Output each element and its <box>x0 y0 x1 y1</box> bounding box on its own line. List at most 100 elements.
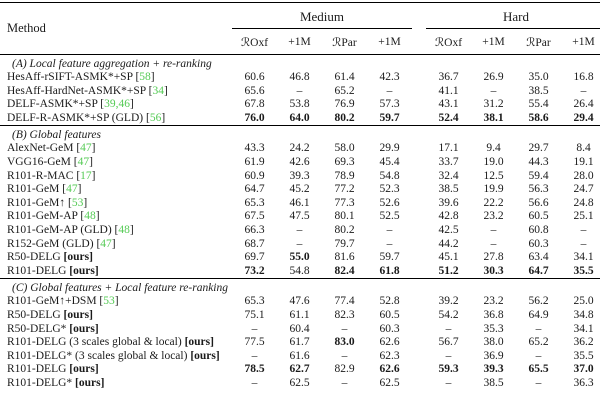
cell-value: 25.0 <box>573 295 594 308</box>
cell-value: 67.5 <box>244 210 265 223</box>
method-name: HesAff-HardNet-ASMK*+SP <box>7 84 149 97</box>
column-spacer <box>412 336 426 350</box>
citation-link[interactable]: 48 <box>118 223 130 236</box>
cell-value: – <box>296 84 303 97</box>
group-header-hard: Hard <box>426 2 600 29</box>
column-spacer <box>412 309 426 323</box>
cell-value: 62.7 <box>289 363 310 376</box>
cell-value: 63.4 <box>528 251 549 264</box>
cell-value: 65.3 <box>244 295 265 308</box>
cell-value: 39.6 <box>438 196 459 209</box>
method-name: R50-DELG <box>7 308 64 321</box>
cell-value: 19.9 <box>483 183 504 196</box>
cell-value: 76.9 <box>334 98 355 111</box>
section-header-row: (B) Global features <box>0 125 600 143</box>
table-row: HesAff-HardNet-ASMK*+SP [34] 65.6 – 65.2 – 41… <box>0 85 600 99</box>
ours-tag: [ours] <box>63 251 93 264</box>
cell-value: 8.4 <box>576 142 591 155</box>
sub-header-gap <box>412 28 426 55</box>
col-header-1m-medium-a: +1M <box>277 28 322 55</box>
citation-link[interactable]: 53 <box>71 196 84 209</box>
column-spacer <box>412 238 426 252</box>
method-name: R101-GeM-AP <box>7 210 81 223</box>
method-name: R101-DELG <box>7 363 70 376</box>
cell-value: 62.5 <box>379 376 400 389</box>
cell-value: 81.6 <box>334 251 355 264</box>
cell-value: 45.4 <box>379 155 400 168</box>
cell-value: 60.4 <box>289 322 310 335</box>
method-name: HesAff-rSIFT-ASMK*+SP <box>7 71 136 83</box>
column-spacer <box>412 210 426 224</box>
cell-value: – <box>535 349 542 362</box>
section-header: (A) Local feature aggregation + re-ranki… <box>0 54 600 71</box>
cell-value: 35.5 <box>573 264 594 277</box>
citation-link[interactable]: 47 <box>66 183 78 196</box>
cell-value: 61.1 <box>289 308 310 321</box>
cell-value: 38.1 <box>483 111 504 124</box>
cell-value: 56.2 <box>528 295 549 308</box>
cell-value: 26.4 <box>573 98 594 111</box>
cell-value: – <box>490 84 497 97</box>
cell-value: 62.6 <box>379 336 400 349</box>
cell-value: 44.2 <box>438 237 459 250</box>
table-row: R101-DELG [ours] 78.5 62.7 82.9 62.6 59.3 39.3… <box>0 363 600 377</box>
table-row: R101-DELG* (3 scales global & local) [ou… <box>0 350 600 364</box>
cell-value: 42.5 <box>438 223 459 236</box>
cell-value: – <box>341 349 348 362</box>
cell-value: 55.4 <box>528 98 549 111</box>
group-header-row: Method Medium Hard <box>0 2 600 55</box>
citation-link[interactable]: 47 <box>100 237 112 250</box>
cell-value: 64.9 <box>528 308 549 321</box>
cell-value: 67.8 <box>244 98 265 111</box>
sub-header-row: ℛOxf +1M ℛPar +1M ℛOxf +1M ℛPar +1M <box>0 28 600 55</box>
citation-link[interactable]: 48 <box>84 210 96 223</box>
citation-link[interactable]: 53 <box>103 295 115 308</box>
cell-value: 56.7 <box>438 336 459 349</box>
cell-value: – <box>535 322 542 335</box>
ours-tag: [ours] <box>69 322 99 335</box>
cell-value: 28.0 <box>573 169 594 182</box>
cell-value: 78.9 <box>334 169 355 182</box>
citation-link[interactable]: 56 <box>149 111 162 124</box>
method-name: R101-GeM-AP (GLD) <box>7 223 115 236</box>
cell-value: 54.8 <box>379 169 400 182</box>
method-cell: R50-DELG [ours] <box>0 309 232 323</box>
cell-value: 60.9 <box>244 169 265 182</box>
citation-link[interactable]: 39,46 <box>104 98 131 111</box>
column-spacer <box>412 197 426 211</box>
section-header: (B) Global features <box>0 125 600 143</box>
citation-link[interactable]: 17 <box>80 169 92 182</box>
cell-value: 38.5 <box>483 376 504 389</box>
column-spacer <box>412 183 426 197</box>
citation-link[interactable]: 47 <box>77 155 90 168</box>
method-name: DELF-R-ASMK*+SP (GLD) <box>7 111 146 124</box>
col-header-roxf-hard: ℛOxf <box>426 28 471 55</box>
section-header-row: (A) Local feature aggregation + re-ranki… <box>0 54 600 71</box>
cell-value: 52.3 <box>379 183 400 196</box>
cell-value: – <box>386 237 393 250</box>
table-row: R50-DELG [ours] 69.7 55.0 81.6 59.7 45.1 27.8 6… <box>0 251 600 265</box>
method-cell: R50-DELG [ours] <box>0 251 232 265</box>
citation-link[interactable]: 34 <box>152 84 164 97</box>
table-row: R101-R-MAC [17] 60.9 39.3 78.9 54.8 32.4 12.5 5… <box>0 170 600 184</box>
cell-value: – <box>251 322 258 335</box>
citation-link[interactable]: 47 <box>80 142 92 155</box>
cell-value: 36.8 <box>483 308 504 321</box>
method-cell: R152-GeM (GLD) [47] <box>7 237 116 250</box>
col-header-roxf-medium: ℛOxf <box>232 28 277 55</box>
cell-value: 69.3 <box>334 155 355 168</box>
method-name: VGG16-GeM <box>7 155 74 168</box>
cell-value: 35.3 <box>483 322 504 335</box>
cell-value: 77.2 <box>334 183 355 196</box>
cell-value: – <box>445 322 452 335</box>
table-row: R101-GeM [47] 64.7 45.2 77.2 52.3 38.5 19.9 56.… <box>0 183 600 197</box>
cell-value: 23.2 <box>483 210 504 223</box>
citation-link[interactable]: 58 <box>139 71 151 83</box>
cell-value: 59.3 <box>438 363 459 376</box>
cell-value: 35.5 <box>573 349 594 362</box>
cell-value: – <box>341 322 348 335</box>
cell-value: 27.8 <box>483 251 504 264</box>
cell-value: 65.3 <box>244 196 265 209</box>
method-cell: VGG16-GeM [47] <box>7 155 93 168</box>
